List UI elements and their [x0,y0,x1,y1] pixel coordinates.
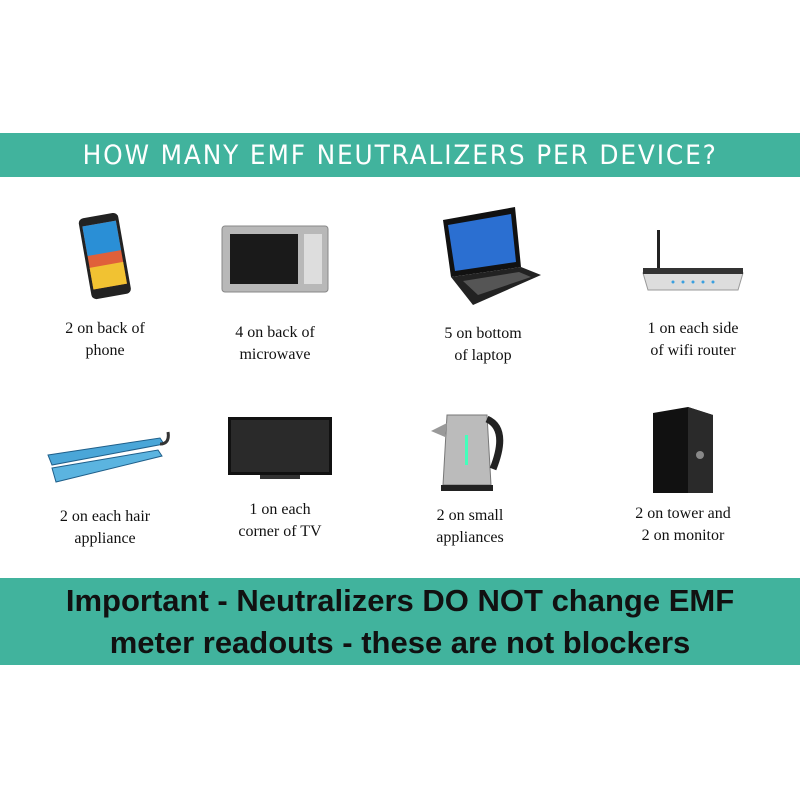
phone-icon [78,212,131,300]
device-label: 5 on bottom [444,325,522,342]
device-microwave: 4 on back of microwave [185,222,365,372]
desktop-tower-icon [653,407,713,493]
device-router: 1 on each side of wifi router [603,228,783,378]
wifi-router-icon [642,230,744,291]
device-label: 4 on back of [235,324,315,341]
device-label: of wifi router [650,342,736,359]
device-label: 2 on tower and [635,505,731,522]
device-phone: 2 on back of phone [15,210,195,360]
device-label: 2 on each hair [59,508,151,525]
notice-line-2: meter readouts - these are not blockers [109,624,691,660]
page-title: HOW MANY EMF NEUTRALIZERS PER DEVICE? [82,139,718,171]
title-banner: HOW MANY EMF NEUTRALIZERS PER DEVICE? [0,133,800,177]
device-label: of laptop [454,347,512,364]
device-desktop: 2 on tower and 2 on monitor [593,405,773,555]
device-label: phone [85,342,125,359]
device-label: corner of TV [238,523,322,540]
device-label: appliance [74,530,136,547]
kettle-icon [431,414,504,491]
notice-line-1: Important - Neutralizers DO NOT change E… [65,582,735,618]
device-hair-appliance: 2 on each hair appliance [15,410,195,560]
device-label: 1 on each [249,501,311,518]
device-kettle: 2 on small appliances [380,405,560,555]
laptop-icon [443,207,541,305]
important-notice-banner: Important - Neutralizers DO NOT change E… [0,578,800,665]
device-label: 2 on small [436,507,504,524]
device-laptop: 5 on bottom of laptop [393,205,573,364]
device-label: appliances [436,529,504,546]
tv-icon [228,417,332,479]
device-label: 1 on each side [647,320,739,337]
microwave-icon [221,225,329,293]
hair-straightener-icon [47,431,170,483]
device-label: 2 on monitor [641,527,725,544]
device-tv: 1 on each corner of TV [190,413,370,563]
device-label: microwave [239,346,311,363]
device-label: 2 on back of [65,320,145,337]
